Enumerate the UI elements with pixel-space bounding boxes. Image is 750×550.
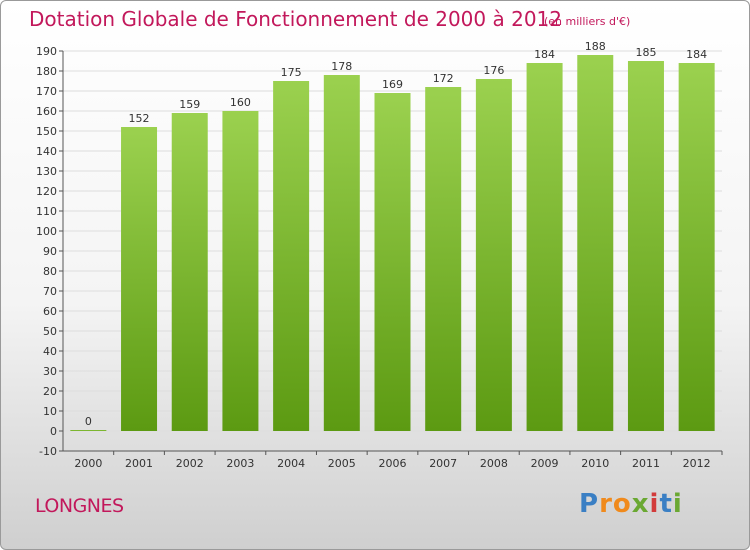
x-tick-label-2012: 2012	[683, 457, 711, 470]
y-tick-label: 120	[36, 185, 57, 198]
commune-name: LONGNES	[35, 495, 124, 517]
x-tick-label-2007: 2007	[429, 457, 457, 470]
chart-subtitle: (en milliers d'€)	[544, 15, 631, 28]
bar-2009	[526, 63, 563, 431]
bar-2004	[273, 81, 310, 431]
y-tick-label: 180	[36, 65, 57, 78]
bar-2003	[222, 111, 259, 431]
x-tick-label-2000: 2000	[74, 457, 102, 470]
x-tick-label-2001: 2001	[125, 457, 153, 470]
bar-2000	[70, 430, 107, 431]
bar-2005	[323, 75, 360, 431]
data-label-2011: 185	[635, 46, 656, 59]
y-tick-label: 150	[36, 125, 57, 138]
y-tick-label: 100	[36, 225, 57, 238]
proxiti-logo: Proxiti	[579, 489, 683, 519]
x-tick-label-2010: 2010	[581, 457, 609, 470]
y-tick-label: 170	[36, 85, 57, 98]
bar-2012	[678, 63, 715, 431]
logo-letter: t	[659, 489, 673, 519]
bar-2007	[425, 87, 462, 431]
y-tick-label: 50	[43, 325, 57, 338]
y-tick-label: 10	[43, 405, 57, 418]
y-tick-label: 20	[43, 385, 57, 398]
x-tick-label-2004: 2004	[277, 457, 305, 470]
logo-letter: r	[599, 489, 613, 519]
data-label-2001: 152	[129, 112, 150, 125]
logo-letter: P	[579, 489, 600, 519]
data-label-2009: 184	[534, 48, 555, 61]
bar-2011	[627, 61, 664, 431]
bar-2002	[171, 113, 208, 431]
bar-2008	[475, 79, 512, 431]
bar-2010	[577, 55, 614, 431]
y-tick-label: 110	[36, 205, 57, 218]
x-tick-label-2009: 2009	[531, 457, 559, 470]
y-tick-label: 60	[43, 305, 57, 318]
data-label-2007: 172	[433, 72, 454, 85]
y-tick-label: 130	[36, 165, 57, 178]
data-label-2010: 188	[585, 40, 606, 53]
y-tick-label: 140	[36, 145, 57, 158]
y-tick-label: 30	[43, 365, 57, 378]
data-label-2002: 159	[179, 98, 200, 111]
bar-2006	[374, 93, 411, 431]
data-label-2008: 176	[483, 64, 504, 77]
logo-letter: i	[672, 489, 683, 519]
y-tick-label: 0	[50, 425, 57, 438]
x-tick-label-2006: 2006	[379, 457, 407, 470]
data-label-2005: 178	[331, 60, 352, 73]
y-tick-label: 160	[36, 105, 57, 118]
bar-2001	[121, 127, 158, 431]
y-tick-label: 40	[43, 345, 57, 358]
logo-letter: o	[612, 489, 632, 519]
y-tick-label: 80	[43, 265, 57, 278]
logo-letter: x	[631, 489, 650, 519]
y-tick-label: -10	[39, 445, 57, 458]
y-tick-label: 190	[36, 45, 57, 58]
y-tick-label: 70	[43, 285, 57, 298]
x-tick-label-2008: 2008	[480, 457, 508, 470]
chart-title: Dotation Globale de Fonctionnement de 20…	[29, 7, 562, 31]
data-label-2000: 0	[85, 415, 92, 428]
x-tick-label-2003: 2003	[226, 457, 254, 470]
x-tick-label-2005: 2005	[328, 457, 356, 470]
data-label-2006: 169	[382, 78, 403, 91]
data-label-2004: 175	[281, 66, 302, 79]
data-label-2012: 184	[686, 48, 707, 61]
x-tick-label-2002: 2002	[176, 457, 204, 470]
y-tick-label: 90	[43, 245, 57, 258]
data-label-2003: 160	[230, 96, 251, 109]
x-tick-label-2011: 2011	[632, 457, 660, 470]
logo-letter: i	[649, 489, 660, 519]
